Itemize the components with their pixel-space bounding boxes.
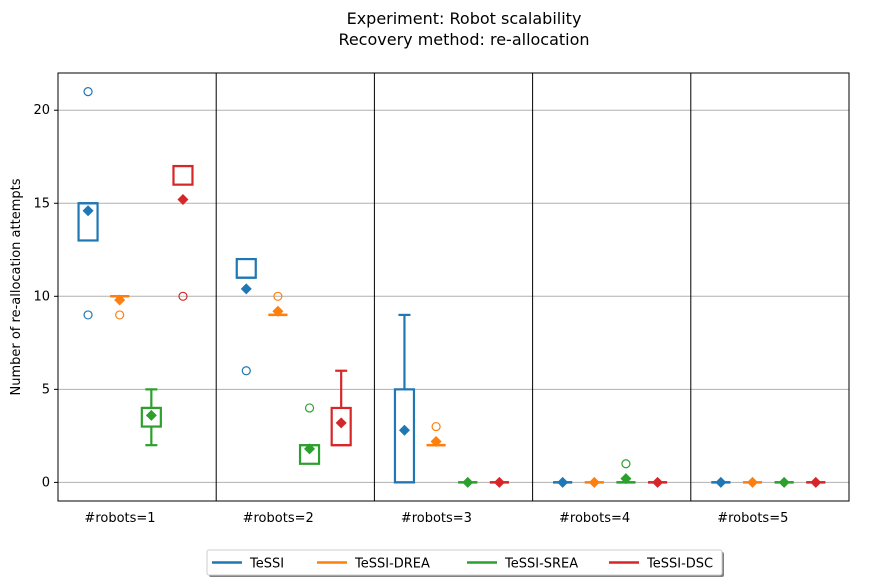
- box-group: [235, 257, 257, 376]
- chart-title-line-1: Experiment: Robot scalability: [347, 9, 582, 28]
- box-group: [584, 476, 604, 488]
- outlier-point: [115, 310, 125, 320]
- box-group: [711, 476, 731, 488]
- axes: 0 5 10 15 20 #robots=1 #robots=2 #robots=3 #robo…: [33, 72, 850, 526]
- box-group: [553, 476, 573, 488]
- outlier-point: [273, 291, 283, 301]
- box-group: [110, 294, 130, 320]
- y-axis-label: Number of re-allocation attempts: [9, 178, 24, 395]
- mean-marker: [778, 476, 790, 488]
- outlier-point: [241, 366, 251, 376]
- mean-marker: [114, 294, 126, 306]
- y-tick-label: 5: [42, 382, 50, 397]
- box-group: [648, 476, 668, 488]
- box-group: [806, 476, 826, 488]
- legend-label: TeSSI: [249, 557, 284, 572]
- mean-marker: [335, 417, 347, 429]
- mean-marker: [493, 476, 505, 488]
- mean-marker: [652, 476, 664, 488]
- x-tick-label: #robots=2: [243, 511, 314, 526]
- mean-marker: [145, 409, 157, 421]
- legend-label: TeSSI-SREA: [504, 557, 578, 572]
- box-group: [774, 476, 794, 488]
- outlier-point: [621, 459, 631, 469]
- legend-frame: [206, 549, 723, 576]
- mean-marker: [272, 305, 284, 317]
- box-group: [489, 476, 509, 488]
- outlier-point: [178, 291, 188, 301]
- mean-marker: [304, 443, 316, 455]
- plot-marks: [77, 87, 826, 488]
- mean-marker: [240, 283, 252, 295]
- mean-marker: [177, 194, 189, 206]
- box-group: [298, 403, 321, 465]
- mean-marker: [810, 476, 822, 488]
- box-group: [140, 388, 162, 447]
- mean-marker: [588, 476, 600, 488]
- box-body: [393, 388, 416, 484]
- box-group: [172, 164, 194, 301]
- outlier-point: [304, 403, 315, 413]
- mean-marker: [430, 435, 442, 447]
- outlier-point: [83, 310, 93, 320]
- y-tick-label: 15: [33, 196, 50, 211]
- box-group: [77, 87, 99, 320]
- outlier-point: [431, 421, 441, 432]
- box-group: [458, 476, 478, 488]
- mean-marker: [82, 205, 94, 217]
- y-tick-label: 20: [33, 103, 50, 118]
- box-group: [330, 369, 352, 447]
- plot-frame: [57, 72, 850, 502]
- box-group: [393, 313, 416, 484]
- legend-label: TeSSI-DREA: [354, 557, 430, 572]
- x-tick-label: #robots=5: [717, 511, 788, 526]
- y-tick-label: 0: [42, 475, 50, 490]
- box-group: [426, 421, 446, 447]
- x-tick-label: #robots=1: [84, 511, 155, 526]
- box-group: [616, 459, 636, 485]
- mean-marker: [462, 476, 474, 488]
- box-group: [268, 291, 288, 317]
- box-group: [742, 476, 762, 488]
- box-body: [172, 164, 194, 186]
- box-body: [235, 257, 257, 279]
- mean-marker: [398, 424, 410, 436]
- y-tick-label: 10: [33, 289, 50, 304]
- mean-marker: [620, 473, 632, 485]
- outlier-point: [83, 87, 93, 97]
- x-tick-label: #robots=3: [401, 511, 472, 526]
- mean-marker: [746, 476, 758, 488]
- legend-label: TeSSI-DSC: [646, 557, 713, 572]
- mean-marker: [715, 476, 727, 488]
- mean-marker: [557, 476, 569, 488]
- x-tick-label: #robots=4: [559, 511, 630, 526]
- legend: TeSSI TeSSI-DREA TeSSI-SREA TeSSI-DSC: [206, 549, 724, 577]
- chart-title-line-2: Recovery method: re-allocation: [338, 30, 589, 49]
